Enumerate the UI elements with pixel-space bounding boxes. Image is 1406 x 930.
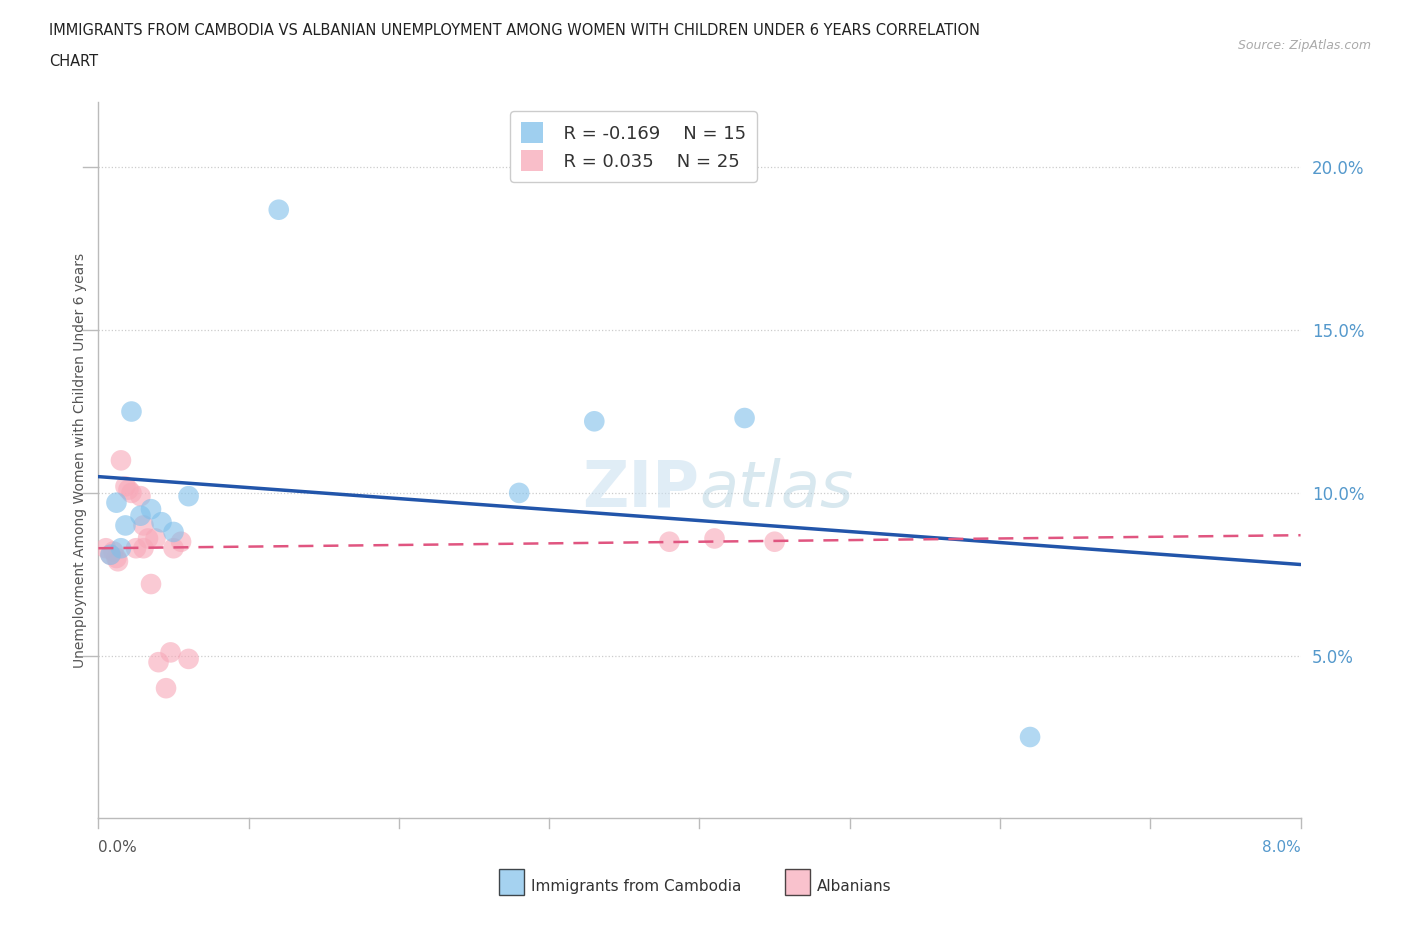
Text: IMMIGRANTS FROM CAMBODIA VS ALBANIAN UNEMPLOYMENT AMONG WOMEN WITH CHILDREN UNDE: IMMIGRANTS FROM CAMBODIA VS ALBANIAN UNE… [49,23,980,38]
Point [136,531,159,546]
Point [121,485,143,500]
Point [162,540,184,555]
Point [100,547,122,562]
Point [583,414,606,429]
Point [734,410,756,425]
Text: Immigrants from Cambodia: Immigrants from Cambodia [531,879,742,894]
Point [121,404,143,418]
Point [1019,729,1042,744]
Point [703,531,725,546]
Point [763,534,786,549]
Point [508,485,530,500]
Point [159,645,181,660]
Point [114,518,136,533]
Point [658,534,681,549]
Point [177,488,200,503]
Point [145,531,167,546]
Point [105,495,128,510]
Text: atlas: atlas [700,458,853,520]
Point [114,479,136,494]
Point [103,544,125,559]
Text: 8.0%: 8.0% [1261,840,1301,855]
Point [162,525,184,539]
Point [107,553,129,568]
Point [155,681,177,696]
Point [148,655,170,670]
Point [125,540,148,555]
Point [150,515,173,530]
Text: CHART: CHART [49,54,98,69]
Y-axis label: Unemployment Among Women with Children Under 6 years: Unemployment Among Women with Children U… [73,253,87,668]
Point [117,482,139,497]
Point [129,488,152,503]
Text: Albanians: Albanians [817,879,891,894]
Point [94,540,117,555]
Point [132,540,155,555]
Point [132,518,155,533]
Legend:   R = -0.169    N = 15,   R = 0.035    N = 25: R = -0.169 N = 15, R = 0.035 N = 25 [510,112,756,182]
Point [177,651,200,666]
Point [267,202,290,217]
Text: Source: ZipAtlas.com: Source: ZipAtlas.com [1237,39,1371,52]
Point [110,453,132,468]
Text: ZIP: ZIP [582,458,700,520]
Text: 0.0%: 0.0% [98,840,138,855]
Point [139,502,162,517]
Point [170,534,193,549]
Point [105,551,128,565]
Point [129,508,152,523]
Point [100,547,122,562]
Point [139,577,162,591]
Point [110,540,132,555]
